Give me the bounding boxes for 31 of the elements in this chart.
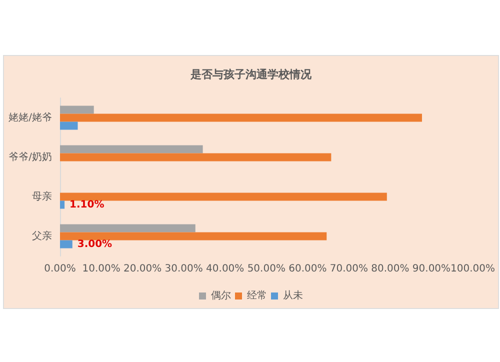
legend-label: 经常 — [247, 290, 267, 302]
bar — [60, 240, 72, 248]
bar — [60, 232, 327, 240]
bar — [60, 122, 78, 130]
x-tick-label: 90.00% — [412, 264, 451, 274]
x-tick-label: 100.00% — [450, 264, 496, 274]
bar — [60, 106, 94, 114]
x-tick-label: 20.00% — [123, 264, 162, 274]
y-tick-label: 姥姥/姥爷 — [8, 111, 52, 124]
y-tick-label: 母亲 — [32, 190, 52, 202]
legend-label: 偶尔 — [211, 290, 231, 302]
data-label: 1.10% — [70, 199, 104, 210]
x-tick-label: 30.00% — [164, 264, 203, 274]
bar — [60, 145, 203, 154]
x-tick-label: 50.00% — [247, 264, 286, 274]
y-tick-label: 父亲 — [32, 230, 52, 242]
legend-label: 从未 — [283, 290, 303, 302]
x-tick-label: 0.00% — [44, 264, 76, 274]
x-tick-label: 60.00% — [288, 264, 327, 274]
bar — [60, 224, 196, 232]
y-tick-label: 爷爷/奶奶 — [8, 150, 52, 163]
bar — [60, 200, 65, 209]
x-tick-label: 10.00% — [82, 264, 120, 274]
bar — [60, 114, 422, 122]
x-tick-label: 40.00% — [206, 264, 244, 274]
x-tick-label: 80.00% — [371, 264, 410, 274]
bar — [60, 192, 387, 201]
chart-title: 是否与孩子沟通学校情况 — [190, 68, 312, 81]
bar — [60, 153, 332, 162]
x-tick-label: 70.00% — [330, 264, 368, 274]
data-label: 3.00% — [77, 238, 112, 250]
